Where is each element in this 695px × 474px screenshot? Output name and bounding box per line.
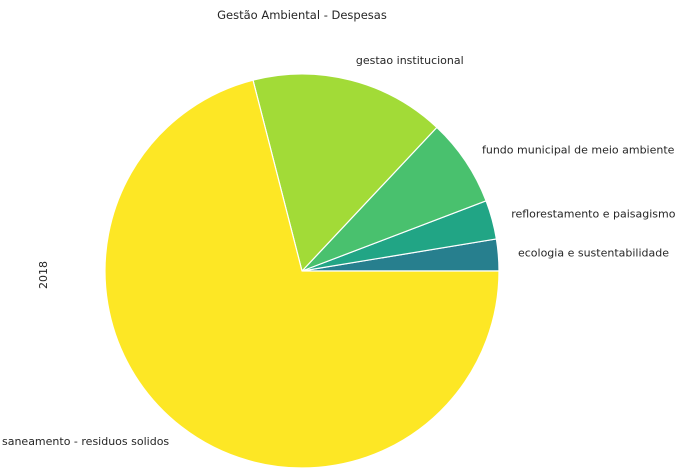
- pie-slice: [252, 73, 438, 272]
- slice-label: saneamento - residuos solidos: [2, 435, 169, 448]
- pie-slices: [104, 73, 500, 469]
- pie-labels: ecologia e sustentabilidade reflorestamen…: [2, 54, 676, 448]
- slice-label: ecologia e sustentabilidade: [518, 246, 669, 259]
- slice-label: fundo municipal de meio ambiente: [482, 143, 675, 156]
- chart-title: Gestão Ambiental - Despesas: [217, 8, 387, 22]
- pie-slice: [104, 79, 500, 469]
- y-axis-label: 2018: [37, 261, 50, 289]
- slice-label: gestao institucional: [356, 54, 464, 67]
- slice-label: reflorestamento e paisagismo: [511, 207, 676, 220]
